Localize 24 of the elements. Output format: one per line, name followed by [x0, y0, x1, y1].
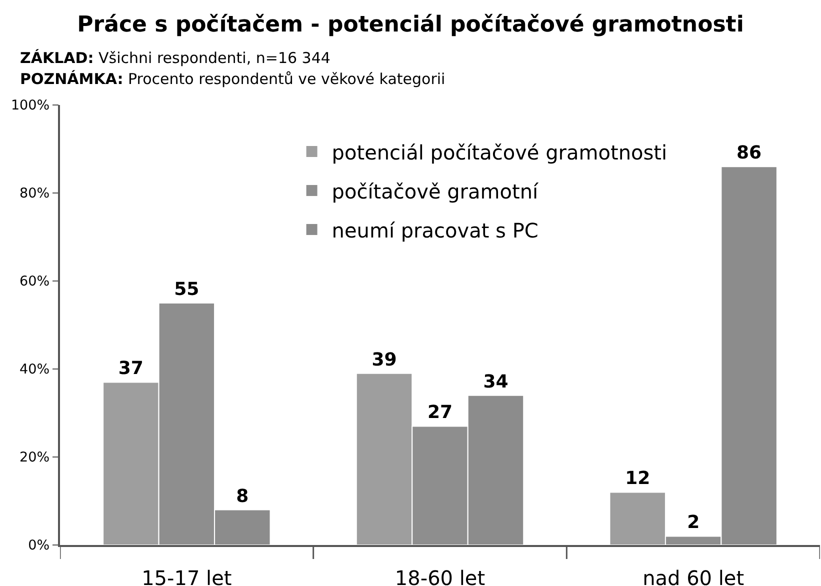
- legend-label: počítačově gramotní: [332, 179, 540, 204]
- data-label: 27: [427, 402, 453, 424]
- data-label: 34: [483, 371, 508, 392]
- data-label: 8: [236, 486, 249, 507]
- chart-title: Práce s počítačem - potenciál počítačové gramotnosti: [77, 12, 744, 38]
- data-label: 39: [372, 349, 397, 370]
- text: POZNÁMKA: Procento respondentů ve věkové kategorii: [20, 70, 446, 88]
- text: ZÁKLAD: Všichni respondenti, n=16 344: [20, 49, 330, 67]
- y-tick-label: 100%: [10, 98, 50, 114]
- y-tick-label: 80%: [20, 186, 50, 202]
- x-tick-label: 18-60 let: [394, 566, 486, 586]
- x-tick-label: nad 60 let: [642, 566, 744, 586]
- y-tick-label: 20%: [20, 450, 50, 466]
- data-label: 12: [625, 468, 650, 490]
- x-tick-label: 15-17 let: [142, 566, 232, 586]
- data-label: 86: [736, 142, 762, 164]
- legend-label: neumí pracovat s PC: [332, 218, 538, 242]
- data-label: 2: [687, 512, 700, 534]
- y-tick-label: 60%: [20, 274, 50, 290]
- legend-label: potenciál počítačové gramotnosti: [332, 140, 668, 164]
- data-label: 55: [174, 279, 200, 300]
- y-tick-label: 0%: [28, 538, 50, 554]
- y-tick-label: 40%: [20, 362, 50, 378]
- data-label: 37: [118, 358, 144, 380]
